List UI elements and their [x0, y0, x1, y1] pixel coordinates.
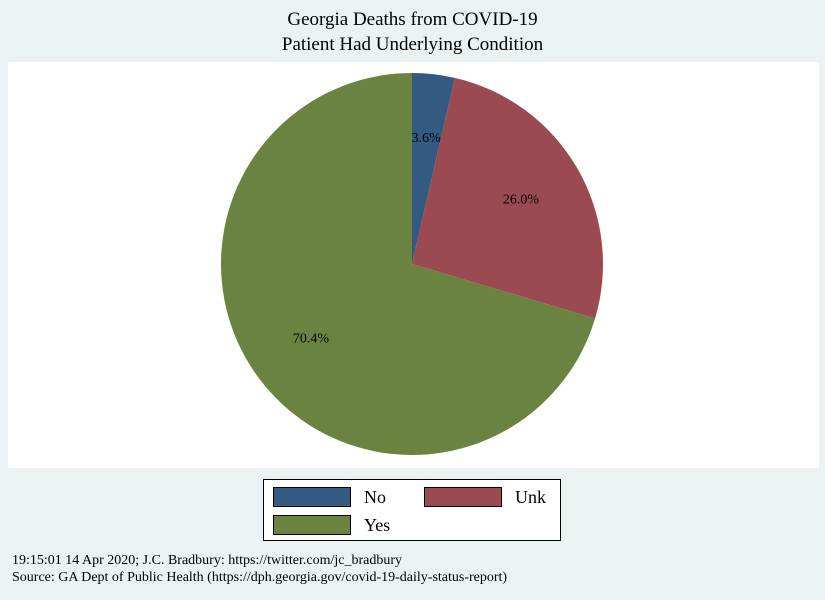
slice-label-unk: 26.0% — [503, 193, 540, 208]
timestamp-attribution-note: 19:15:01 14 Apr 2020; J.C. Bradbury: htt… — [12, 553, 403, 568]
plot-region: 3.6% 26.0% 70.4% — [8, 62, 819, 468]
pie-slice-no — [412, 73, 455, 264]
legend-item-yes: Yes — [273, 514, 390, 536]
chart-title: Georgia Deaths from COVID-19 — [287, 9, 538, 30]
legend-label-unk: Unk — [515, 486, 546, 507]
legend-item-unk: Unk — [424, 486, 546, 508]
pie-slice-yes — [221, 73, 596, 455]
legend-label-yes: Yes — [364, 514, 391, 535]
legend-swatch-yes — [273, 515, 351, 535]
source-note: Source: GA Dept of Public Health (https:… — [12, 570, 508, 585]
slice-label-no: 3.6% — [412, 131, 442, 146]
pie-chart: 3.6% 26.0% 70.4% — [221, 73, 603, 455]
legend-label-no: No — [364, 486, 386, 507]
pie-slice-unk — [412, 77, 603, 319]
chart-subtitle: Patient Had Underlying Condition — [281, 34, 544, 55]
legend: No Unk Yes — [263, 479, 561, 541]
slice-label-yes: 70.4% — [293, 332, 330, 347]
legend-swatch-unk — [424, 487, 502, 507]
legend-item-no: No — [273, 486, 386, 508]
legend-swatch-no — [273, 487, 351, 507]
